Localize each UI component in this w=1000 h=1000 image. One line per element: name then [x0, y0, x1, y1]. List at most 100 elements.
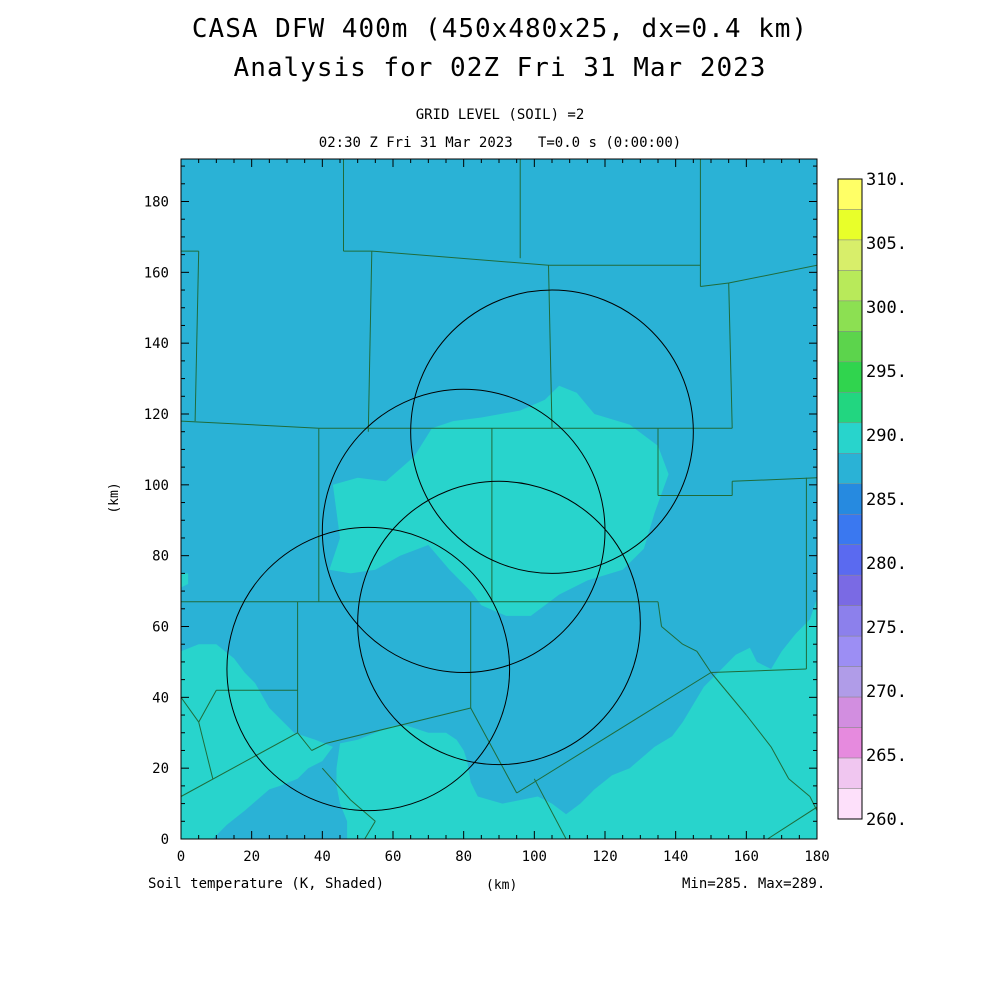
x-tick-label: 140: [663, 849, 688, 865]
colorbar-swatch: [837, 239, 863, 271]
chart-subtitle: Analysis for 02Z Fri 31 Mar 2023: [233, 53, 767, 83]
colorbar-label: 295.: [866, 362, 907, 382]
colorbar-swatch: [837, 666, 863, 698]
radar-range-ring: [226, 526, 511, 812]
y-tick-label: 140: [144, 336, 169, 352]
x-tick-label: 80: [455, 849, 472, 865]
county-boundary: [181, 732, 298, 797]
colorbar-swatch: [837, 635, 863, 667]
county-boundary: [661, 626, 684, 645]
county-boundary: [700, 282, 729, 287]
county-boundary: [470, 707, 518, 794]
x-tick-label: 100: [522, 849, 547, 865]
colorbar-swatch: [837, 392, 863, 424]
x-tick-label: 60: [385, 849, 402, 865]
colorbar-frame: [837, 178, 863, 820]
y-tick-label: 0: [161, 832, 169, 848]
county-boundary: [194, 251, 200, 422]
colorbar-swatch: [837, 544, 863, 576]
colorbar-swatch: [837, 178, 863, 210]
y-tick-label: 60: [152, 620, 169, 636]
colorbar-swatch: [837, 513, 863, 545]
warm-soil-region-1: [181, 644, 333, 839]
county-boundary: [181, 697, 200, 723]
y-tick-label: 180: [144, 195, 169, 211]
y-axis-label: (km): [107, 482, 122, 513]
min-max-label: Min=285. Max=289.: [682, 876, 826, 892]
county-boundary: [732, 477, 817, 482]
county-boundary: [311, 742, 327, 751]
radar-range-ring: [410, 289, 694, 574]
county-boundary: [745, 714, 772, 748]
colorbar-swatch: [837, 209, 863, 241]
x-tick-label: 120: [592, 849, 617, 865]
county-boundary: [657, 601, 662, 627]
colorbar-label: 285.: [866, 490, 907, 510]
grid-level-label: GRID LEVEL (SOIL) =2: [415, 107, 585, 123]
x-tick-label: 180: [804, 849, 829, 865]
county-boundary: [181, 420, 319, 429]
warm-soil-region-0: [329, 385, 669, 616]
county-boundary: [710, 668, 807, 673]
colorbar-swatch: [837, 727, 863, 759]
colorbar-swatch: [837, 605, 863, 637]
colorbar-swatch: [837, 696, 863, 728]
x-tick-label: 20: [243, 849, 260, 865]
county-boundary: [321, 767, 351, 801]
county-boundary: [325, 707, 471, 744]
radar-range-ring: [357, 480, 641, 766]
colorbar-label: 300.: [866, 298, 907, 318]
y-tick-label: 100: [144, 478, 169, 494]
y-tick-label: 80: [152, 549, 169, 565]
county-boundary: [367, 251, 373, 432]
warm-soil-region-2: [336, 598, 817, 839]
colorbar-swatch: [837, 331, 863, 363]
colorbar-swatch: [837, 788, 863, 820]
time-label: 02:30 Z Fri 31 Mar 2023 T=0.0 s (0:00:00…: [318, 135, 682, 151]
county-boundary: [516, 672, 712, 794]
county-boundary: [297, 732, 313, 751]
y-tick-label: 40: [152, 690, 169, 706]
x-tick-label: 40: [314, 849, 331, 865]
county-boundary: [198, 690, 217, 723]
county-boundary: [696, 651, 712, 673]
colorbar-label: 270.: [866, 682, 907, 702]
x-tick-label: 160: [734, 849, 759, 865]
colorbar-label: 280.: [866, 554, 907, 574]
colorbar-swatch: [837, 270, 863, 302]
county-boundary: [728, 282, 733, 429]
county-boundary: [371, 250, 549, 266]
plot-area: [181, 159, 817, 839]
colorbar-swatch: [837, 361, 863, 393]
colorbar-swatch: [837, 574, 863, 606]
colorbar-swatch: [837, 757, 863, 789]
county-boundary: [548, 265, 553, 429]
county-boundary: [767, 806, 817, 839]
county-boundary: [770, 746, 790, 780]
x-tick-label: 0: [177, 849, 185, 865]
x-axis-label: (km): [486, 878, 518, 893]
chart-title: CASA DFW 400m (450x480x25, dx=0.4 km): [191, 14, 809, 44]
county-boundary: [682, 643, 698, 652]
y-tick-label: 160: [144, 265, 169, 281]
y-tick-label: 120: [144, 407, 169, 423]
colorbar-label: 275.: [866, 618, 907, 638]
warm-soil-region-3: [181, 573, 189, 588]
colorbar-label: 290.: [866, 426, 907, 446]
county-boundary: [364, 821, 376, 839]
colorbar-label: 265.: [866, 746, 907, 766]
colorbar-swatch: [837, 422, 863, 454]
colorbar-swatch: [837, 483, 863, 515]
colorbar-swatch: [837, 300, 863, 332]
county-boundary: [198, 721, 214, 779]
colorbar-label: 310.: [866, 170, 907, 190]
variable-label: Soil temperature (K, Shaded): [148, 876, 385, 892]
county-boundary: [788, 778, 811, 797]
y-tick-label: 20: [152, 761, 169, 777]
radar-range-ring: [321, 388, 606, 674]
county-boundary: [533, 778, 567, 839]
colorbar-label: 305.: [866, 234, 907, 254]
county-boundary: [728, 264, 817, 284]
county-boundary: [710, 672, 747, 716]
